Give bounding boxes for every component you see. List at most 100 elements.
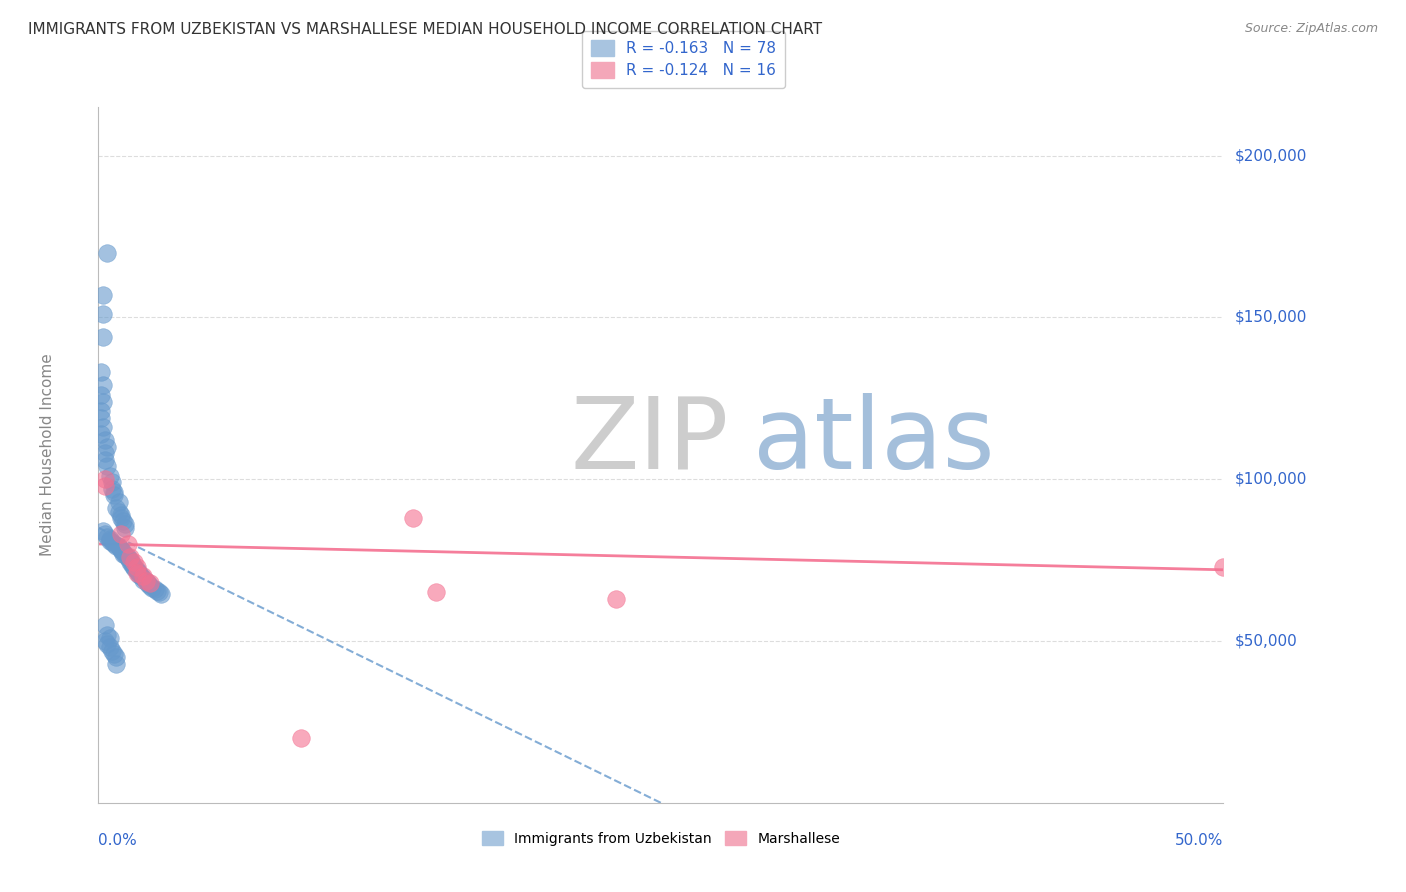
Text: $50,000: $50,000 — [1234, 633, 1298, 648]
Text: IMMIGRANTS FROM UZBEKISTAN VS MARSHALLESE MEDIAN HOUSEHOLD INCOME CORRELATION CH: IMMIGRANTS FROM UZBEKISTAN VS MARSHALLES… — [28, 22, 823, 37]
Point — [105, 539, 128, 553]
Point — [141, 581, 163, 595]
Point — [139, 575, 162, 590]
Point — [101, 535, 124, 549]
Point — [91, 307, 114, 321]
Point — [96, 440, 118, 454]
Point — [118, 549, 141, 564]
Point — [121, 557, 143, 571]
Point — [90, 388, 112, 402]
Point — [101, 475, 124, 490]
Point — [94, 446, 117, 460]
Text: $100,000: $100,000 — [1234, 472, 1306, 487]
Point — [107, 540, 129, 554]
Point — [107, 504, 129, 518]
Text: $150,000: $150,000 — [1234, 310, 1306, 325]
Point — [112, 514, 135, 528]
Point — [91, 420, 114, 434]
Point — [96, 245, 118, 260]
Point — [91, 287, 114, 301]
Point — [110, 527, 132, 541]
Point — [150, 587, 173, 601]
Point — [94, 634, 117, 648]
Point — [128, 566, 150, 580]
Legend: Immigrants from Uzbekistan, Marshallese: Immigrants from Uzbekistan, Marshallese — [477, 826, 845, 852]
Point — [90, 426, 112, 441]
Point — [96, 531, 118, 545]
Point — [148, 585, 170, 599]
Point — [402, 511, 425, 525]
Point — [114, 548, 136, 562]
Point — [110, 541, 132, 556]
Text: 0.0%: 0.0% — [98, 833, 138, 848]
Point — [425, 585, 447, 599]
Point — [132, 569, 155, 583]
Point — [125, 563, 148, 577]
Point — [94, 527, 117, 541]
Point — [125, 565, 148, 579]
Point — [98, 640, 121, 655]
Point — [94, 434, 117, 448]
Point — [136, 577, 159, 591]
Point — [96, 637, 118, 651]
Point — [94, 478, 117, 492]
Text: Median Household Income: Median Household Income — [41, 353, 55, 557]
Point — [132, 571, 155, 585]
Point — [98, 469, 121, 483]
Point — [110, 511, 132, 525]
Point — [114, 521, 136, 535]
Point — [90, 410, 112, 425]
Point — [139, 579, 162, 593]
Point — [103, 647, 125, 661]
Point — [110, 543, 132, 558]
Point — [94, 452, 117, 467]
Point — [125, 566, 148, 580]
Point — [121, 558, 143, 572]
Point — [118, 553, 141, 567]
Point — [605, 591, 627, 606]
Point — [98, 631, 121, 645]
Point — [135, 574, 157, 588]
Point — [105, 657, 128, 671]
Point — [91, 378, 114, 392]
Text: $200,000: $200,000 — [1234, 148, 1306, 163]
Point — [128, 567, 150, 582]
Point — [124, 559, 146, 574]
Text: atlas: atlas — [754, 392, 994, 490]
Point — [90, 365, 112, 379]
Point — [117, 537, 139, 551]
Point — [1212, 559, 1234, 574]
Point — [91, 330, 114, 344]
Point — [94, 617, 117, 632]
Text: ZIP: ZIP — [571, 392, 730, 490]
Point — [90, 404, 112, 418]
Point — [132, 573, 155, 587]
Point — [96, 459, 118, 474]
Point — [96, 627, 118, 641]
Point — [129, 569, 152, 583]
Point — [94, 472, 117, 486]
Point — [143, 582, 166, 597]
Point — [91, 394, 114, 409]
Text: Source: ZipAtlas.com: Source: ZipAtlas.com — [1244, 22, 1378, 36]
Point — [114, 517, 136, 532]
Point — [117, 549, 139, 564]
Point — [125, 559, 148, 574]
Point — [103, 485, 125, 500]
Text: 50.0%: 50.0% — [1175, 833, 1223, 848]
Point — [101, 482, 124, 496]
Point — [91, 524, 114, 538]
Point — [107, 495, 129, 509]
Point — [103, 488, 125, 502]
Point — [112, 545, 135, 559]
Point — [105, 501, 128, 516]
Point — [146, 583, 169, 598]
Point — [101, 643, 124, 657]
Point — [98, 533, 121, 548]
Point — [124, 555, 146, 569]
Point — [117, 551, 139, 566]
Point — [136, 575, 159, 590]
Point — [105, 650, 128, 665]
Point — [112, 547, 135, 561]
Point — [98, 532, 121, 546]
